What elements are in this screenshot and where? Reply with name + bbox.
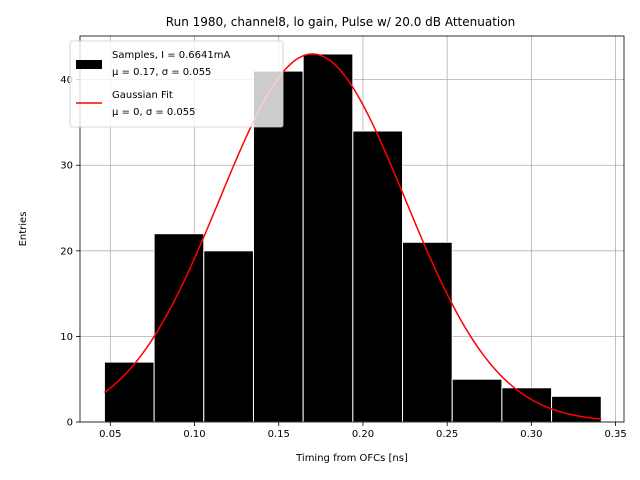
- histogram-bar: [501, 387, 553, 423]
- x-tick-label: 0.10: [183, 429, 205, 440]
- chart-title: Run 1980, channel8, lo gain, Pulse w/ 20…: [166, 15, 515, 29]
- x-tick-label: 0.25: [436, 429, 458, 440]
- histogram-bar: [451, 378, 503, 423]
- x-axis-label: Timing from OFCs [ns]: [295, 453, 408, 464]
- x-tick-label: 0.35: [604, 429, 626, 440]
- x-tick-label: 0.05: [99, 429, 121, 440]
- x-tick-label: 0.20: [352, 429, 374, 440]
- y-tick-label: 0: [67, 418, 73, 429]
- y-tick-label: 20: [60, 246, 73, 257]
- legend: Samples, I = 0.6641mA μ = 0.17, σ = 0.05…: [69, 40, 284, 128]
- y-tick-label: 30: [60, 161, 73, 172]
- legend-label-fit: Gaussian Fit: [112, 90, 173, 101]
- legend-box: [69, 40, 284, 128]
- x-tick-label: 0.15: [268, 429, 290, 440]
- histogram-bar: [302, 53, 354, 423]
- histogram-bar: [103, 361, 155, 423]
- legend-swatch-samples: [76, 60, 102, 69]
- y-tick-label: 40: [60, 75, 73, 86]
- histogram-bar: [402, 241, 453, 423]
- gaussian-fit-line: [103, 53, 602, 420]
- y-axis-ticks: 0 10 20 30 40: [60, 75, 80, 429]
- x-tick-label: 0.30: [520, 429, 542, 440]
- legend-label-fit-stats: μ = 0, σ = 0.055: [112, 107, 196, 118]
- gaussian-fit: [103, 53, 602, 420]
- histogram-bar: [203, 250, 254, 423]
- histogram-bars: [103, 53, 602, 423]
- histogram-bar: [153, 233, 205, 423]
- plot-frame: [79, 35, 625, 423]
- y-axis-label: Entries: [18, 212, 29, 247]
- legend-label-samples-stats: μ = 0.17, σ = 0.055: [112, 67, 211, 78]
- legend-label-samples: Samples, I = 0.6641mA: [112, 50, 230, 61]
- x-axis-ticks: 0.05 0.10 0.15 0.20 0.25 0.30 0.35: [99, 422, 627, 440]
- y-tick-label: 10: [60, 332, 73, 343]
